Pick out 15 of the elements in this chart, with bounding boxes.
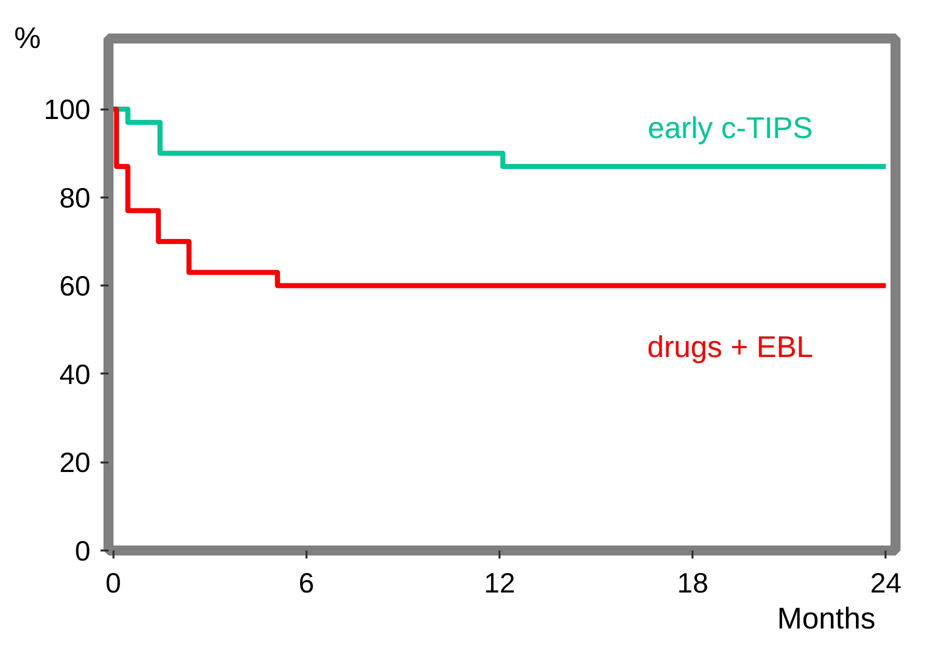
x-axis-title: Months: [777, 602, 876, 636]
y-tick-label: 80: [59, 182, 91, 214]
y-tick-label: 20: [59, 447, 91, 478]
y-tick-label: 60: [59, 270, 91, 302]
x-tick-label: 6: [298, 568, 314, 598]
series-label: early c-TIPS: [648, 112, 813, 145]
x-tick-label: 18: [677, 568, 708, 598]
y-tick-label: 100: [44, 94, 90, 126]
y-axis-title: %: [14, 22, 41, 55]
y-tick-label: 40: [59, 358, 91, 390]
x-tick-label: 24: [870, 568, 902, 598]
x-tick-label: 0: [106, 568, 122, 598]
series-label: drugs + EBL: [647, 331, 814, 364]
y-tick-label: 0: [74, 536, 91, 566]
x-tick-label: 12: [484, 568, 516, 598]
